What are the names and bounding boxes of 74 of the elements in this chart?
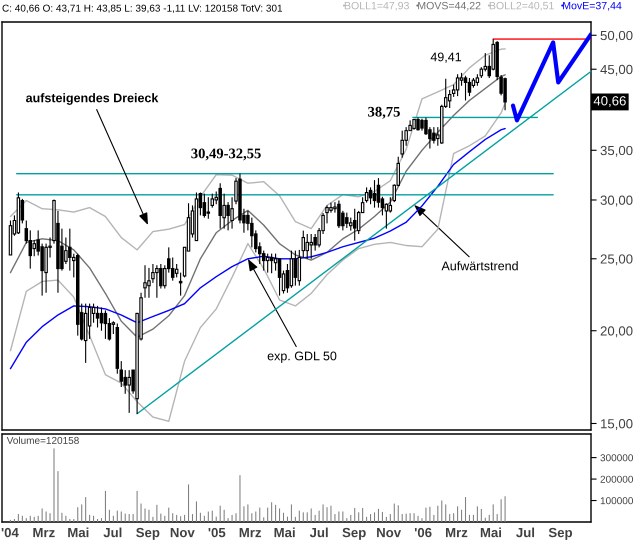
x-tick-label: '04 [2,528,19,538]
y-tick-label: 45,00 [600,64,633,76]
candlestick [84,303,88,364]
annotation: 38,75 [368,106,400,119]
candlestick [464,75,468,101]
text: 40,66 [594,96,626,108]
x-tick-label: Jul [103,528,122,538]
candlestick [345,212,349,229]
candlestick [372,180,376,208]
annotation: exp. GDL 50 [268,352,336,363]
line-series [10,48,506,251]
annotation: Aufwärtstrend [441,261,518,270]
candlestick [104,310,108,340]
candlestick [96,305,100,328]
candlestick [468,77,472,97]
x-tick-label: Jul [310,528,328,538]
candlestick [8,220,12,256]
line-series [510,32,591,122]
legend-label: BOLL1=47,93 [344,2,409,11]
candlestick [230,196,234,230]
x-tick-label: Mai [274,528,295,538]
chart-title: Volume=120158 [6,436,79,444]
x-tick-label: Sep [548,528,572,540]
candlestick [155,264,159,298]
x-tick-label: Mrz [240,528,262,538]
legend-label: MovE=37,44 [563,2,622,11]
candlestick [309,233,313,260]
candlestick [270,253,274,274]
legend-label: MOVS=44,22 [418,2,480,11]
x-tick-label: Mai [68,528,88,538]
x-tick-label: Sep [342,528,366,540]
x-tick-label: '05 [208,528,226,538]
candlestick [147,267,151,298]
x-tick-label: Sep [136,528,160,540]
candlestick [206,196,210,220]
x-tick-label: Nov [377,528,402,538]
candlestick [337,200,341,229]
y-tick-label: 100000 [600,497,633,504]
y-tick-label: 25,00 [600,254,633,266]
annotation: aufsteigendes Dreieck [26,93,158,105]
candlestick [266,253,270,274]
candlestick [290,250,294,288]
candlestick [503,77,507,111]
x-tick-label: Jul [516,528,534,538]
x-tick-label: '06 [414,528,432,538]
y-tick-label: 15,00 [601,419,633,430]
candlestick [202,193,206,218]
candlestick [194,192,198,242]
x-tick-label: Mrz [33,528,55,538]
y-tick-label: 50,00 [600,30,633,42]
candlestick [16,192,20,235]
y-tick-label: 300000 [600,454,633,462]
candlestick [416,116,420,132]
x-tick-label: Mrz [446,528,468,538]
legend-label: BOLL2=40,51 [490,2,554,11]
x-tick-label: Nov [170,528,195,538]
candlestick [127,370,131,414]
candlestick [218,182,222,230]
candlestick [306,233,309,260]
x-tick-label: Mai [480,528,502,538]
chart-title: C: 40,66 O: 43,71 H: 43,85 L: 39,63 -1,11 LV: 120158 TotV: 301 [2,4,282,13]
y-tick-label: 35,00 [600,146,633,157]
candlestick [456,74,460,97]
candlestick [412,118,416,130]
y-tick-label: 30,00 [600,196,633,206]
candlestick [352,208,356,242]
candlestick [294,250,298,286]
y-tick-label: 20,00 [600,326,633,338]
annotation: 49,41 [430,52,462,63]
y-tick-label: 200000 [600,476,633,483]
candlestick [400,130,404,158]
candlestick [420,118,424,132]
annotation: 30,49-32,55 [191,148,261,160]
candlestick [76,253,80,336]
